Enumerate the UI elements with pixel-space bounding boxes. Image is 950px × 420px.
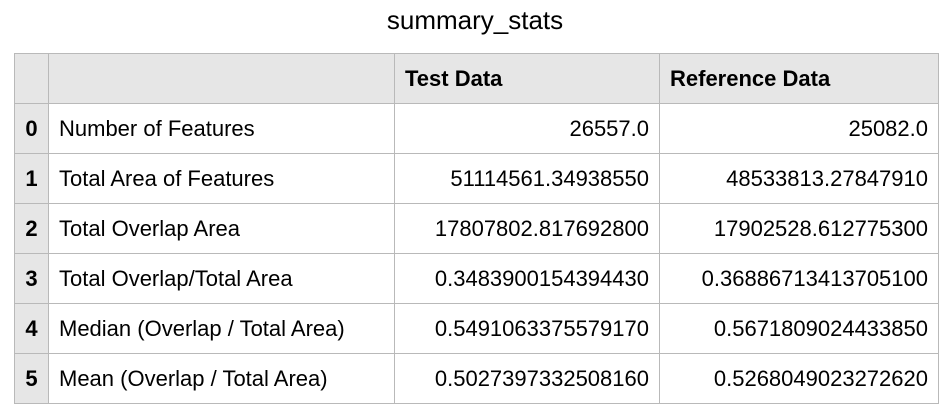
- column-header-test-data: Test Data: [394, 53, 660, 104]
- column-header-label: [48, 53, 395, 104]
- row-index: 4: [14, 303, 49, 354]
- index-column-header: [14, 53, 49, 104]
- test-data-cell: 17807802.817692800: [394, 203, 660, 254]
- row-index: 1: [14, 153, 49, 204]
- table-row: 4 Median (Overlap / Total Area) 0.549106…: [14, 303, 939, 354]
- table-row: 1 Total Area of Features 51114561.349385…: [14, 153, 939, 204]
- header-row: Test Data Reference Data: [14, 53, 939, 104]
- column-header-reference-data: Reference Data: [659, 53, 939, 104]
- row-index: 0: [14, 103, 49, 154]
- reference-data-cell: 25082.0: [659, 103, 939, 154]
- reference-data-cell: 48533813.27847910: [659, 153, 939, 204]
- table-row: 2 Total Overlap Area 17807802.817692800 …: [14, 203, 939, 254]
- summary-stats-table: Test Data Reference Data 0 Number of Fea…: [14, 53, 939, 404]
- test-data-cell: 0.5491063375579170: [394, 303, 660, 354]
- table-row: 5 Mean (Overlap / Total Area) 0.50273973…: [14, 353, 939, 404]
- row-label: Mean (Overlap / Total Area): [48, 353, 395, 404]
- table-title: summary_stats: [386, 5, 564, 35]
- reference-data-cell: 0.5268049023272620: [659, 353, 939, 404]
- reference-data-cell: 0.5671809024433850: [659, 303, 939, 354]
- row-label: Total Overlap/Total Area: [48, 253, 395, 304]
- table-row: 0 Number of Features 26557.0 25082.0: [14, 103, 939, 154]
- test-data-cell: 0.3483900154394430: [394, 253, 660, 304]
- row-index: 5: [14, 353, 49, 404]
- test-data-cell: 0.5027397332508160: [394, 353, 660, 404]
- table-row: 3 Total Overlap/Total Area 0.34839001543…: [14, 253, 939, 304]
- reference-data-cell: 17902528.612775300: [659, 203, 939, 254]
- reference-data-cell: 0.36886713413705100: [659, 253, 939, 304]
- test-data-cell: 51114561.34938550: [394, 153, 660, 204]
- row-label: Total Area of Features: [48, 153, 395, 204]
- row-index: 2: [14, 203, 49, 254]
- row-label: Number of Features: [48, 103, 395, 154]
- row-label: Total Overlap Area: [48, 203, 395, 254]
- row-index: 3: [14, 253, 49, 304]
- test-data-cell: 26557.0: [394, 103, 660, 154]
- row-label: Median (Overlap / Total Area): [48, 303, 395, 354]
